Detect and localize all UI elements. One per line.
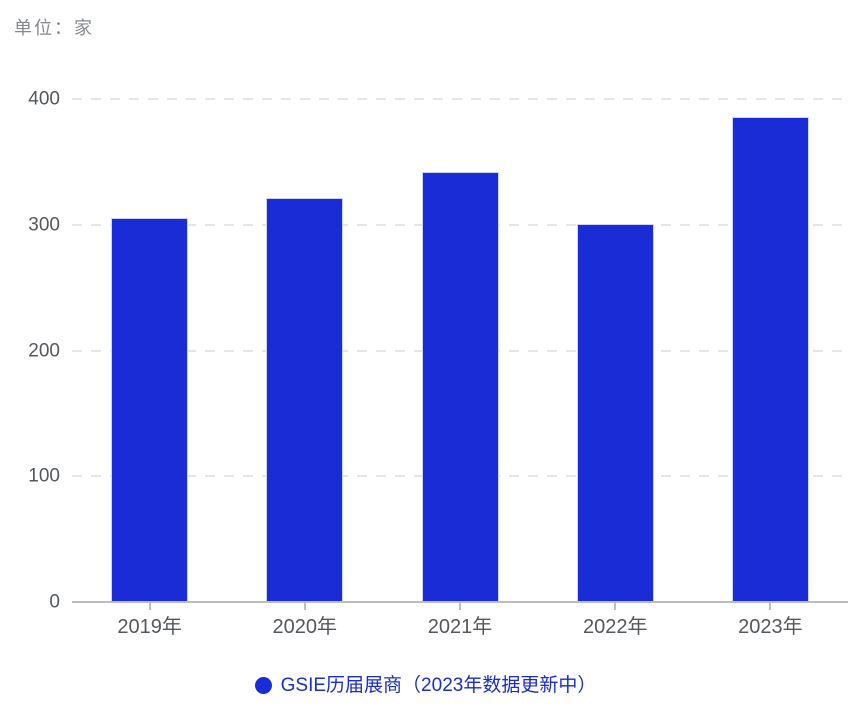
- x-axis-label-2021年: 2021年: [427, 616, 493, 638]
- x-axis-tick: [459, 602, 461, 610]
- x-axis-label-2019年: 2019年: [117, 616, 182, 638]
- y-axis-label-100: 100: [28, 465, 60, 487]
- x-axis-label-2022年: 2022年: [582, 616, 648, 638]
- x-axis-ticks: [72, 602, 848, 610]
- plot-area: [72, 98, 848, 602]
- bar-column-2021年: [382, 99, 537, 602]
- legend-label: GSIE历届展商（2023年数据更新中）: [280, 674, 597, 696]
- legend-marker-icon: [254, 676, 272, 694]
- x-axis-label-2020年: 2020年: [272, 616, 338, 638]
- unit-label: 单位：家: [14, 18, 94, 38]
- bar-2021年: [421, 171, 499, 602]
- y-axis-label-0: 0: [49, 591, 60, 613]
- x-axis: 2019年 2020年 2021年 2022年 2023年: [72, 613, 848, 641]
- gridline-400: [72, 98, 848, 100]
- x-axis-tick: [769, 602, 772, 610]
- bars-row: [72, 99, 848, 602]
- bar-2020年: [266, 198, 344, 602]
- tick-column: [538, 602, 693, 610]
- bar-2019年: [111, 218, 189, 602]
- tick-column: [693, 602, 848, 610]
- y-axis-label-300: 300: [28, 214, 60, 236]
- legend[interactable]: GSIE历届展商（2023年数据更新中）: [0, 668, 851, 702]
- bar-2023年: [731, 116, 809, 602]
- y-axis-label-400: 400: [28, 88, 60, 110]
- x-axis-label-2023年: 2023年: [738, 616, 803, 638]
- x-axis-tick: [148, 602, 151, 610]
- y-axis-label-200: 200: [28, 340, 60, 361]
- x-axis-tick: [614, 602, 617, 610]
- bar-column-2022年: [538, 99, 693, 602]
- bar-column-2023年: [693, 99, 848, 602]
- y-axis: 0 100 200 300 400: [0, 90, 60, 612]
- bar-2022年: [576, 223, 654, 602]
- bar-column-2020年: [227, 99, 382, 602]
- x-axis-tick: [303, 602, 306, 610]
- tick-column: [382, 602, 537, 610]
- bar-column-2019年: [72, 99, 227, 602]
- tick-column: [227, 602, 382, 610]
- tick-column: [72, 602, 227, 610]
